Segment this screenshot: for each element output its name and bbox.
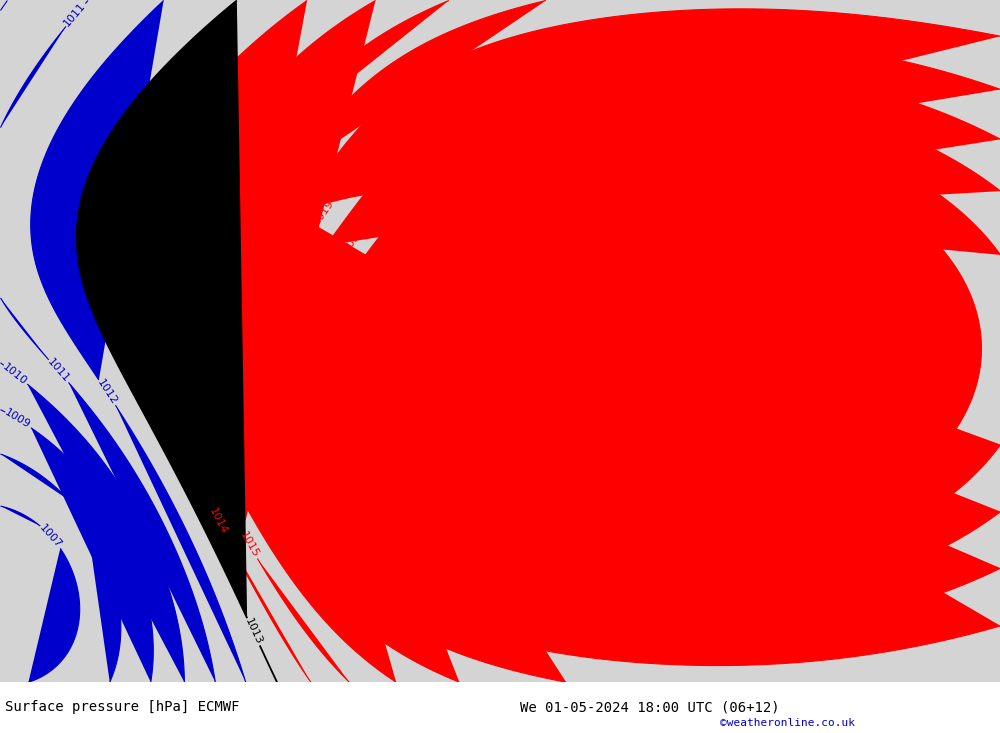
Text: 1016: 1016: [246, 142, 270, 171]
Text: 1012: 1012: [95, 377, 119, 407]
Text: 1025: 1025: [671, 503, 700, 518]
Text: 1022: 1022: [388, 196, 414, 224]
Text: 1018: 1018: [274, 209, 299, 237]
Text: ©weatheronline.co.uk: ©weatheronline.co.uk: [720, 718, 855, 728]
Text: 1008: 1008: [65, 497, 90, 525]
Text: 1026: 1026: [627, 487, 656, 501]
Text: We 01-05-2024 18:00 UTC (06+12): We 01-05-2024 18:00 UTC (06+12): [520, 700, 780, 715]
Text: 1015: 1015: [238, 531, 261, 559]
Text: Surface pressure [hPa] ECMWF: Surface pressure [hPa] ECMWF: [5, 700, 240, 715]
Text: 1007: 1007: [37, 522, 64, 550]
Text: 1009: 1009: [3, 408, 32, 431]
Text: 1023: 1023: [380, 234, 405, 262]
Text: 1011: 1011: [45, 357, 71, 384]
Text: 1028: 1028: [601, 435, 631, 450]
Text: 1014: 1014: [208, 507, 229, 537]
Text: 1029: 1029: [561, 405, 590, 418]
Text: 1020: 1020: [305, 243, 329, 272]
Text: 1024: 1024: [375, 270, 400, 298]
Text: 1017: 1017: [266, 173, 290, 202]
Text: 1013: 1013: [243, 616, 263, 646]
Text: 1011: 1011: [62, 1, 88, 29]
Text: 1027: 1027: [648, 453, 678, 471]
Text: 1021: 1021: [341, 225, 366, 254]
Text: 1010: 1010: [1, 361, 29, 387]
Text: 1019: 1019: [311, 198, 336, 226]
